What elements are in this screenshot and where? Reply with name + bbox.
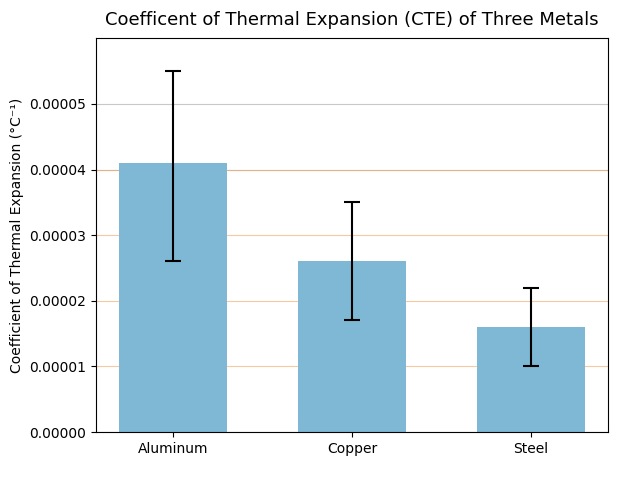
Bar [477, 327, 585, 432]
Bar [298, 262, 406, 432]
Bar [119, 163, 227, 432]
Y-axis label: Coefficient of Thermal Expansion (°C⁻¹): Coefficient of Thermal Expansion (°C⁻¹) [10, 97, 24, 373]
Title: Coefficent of Thermal Expansion (CTE) of Three Metals: Coefficent of Thermal Expansion (CTE) of… [105, 11, 599, 28]
